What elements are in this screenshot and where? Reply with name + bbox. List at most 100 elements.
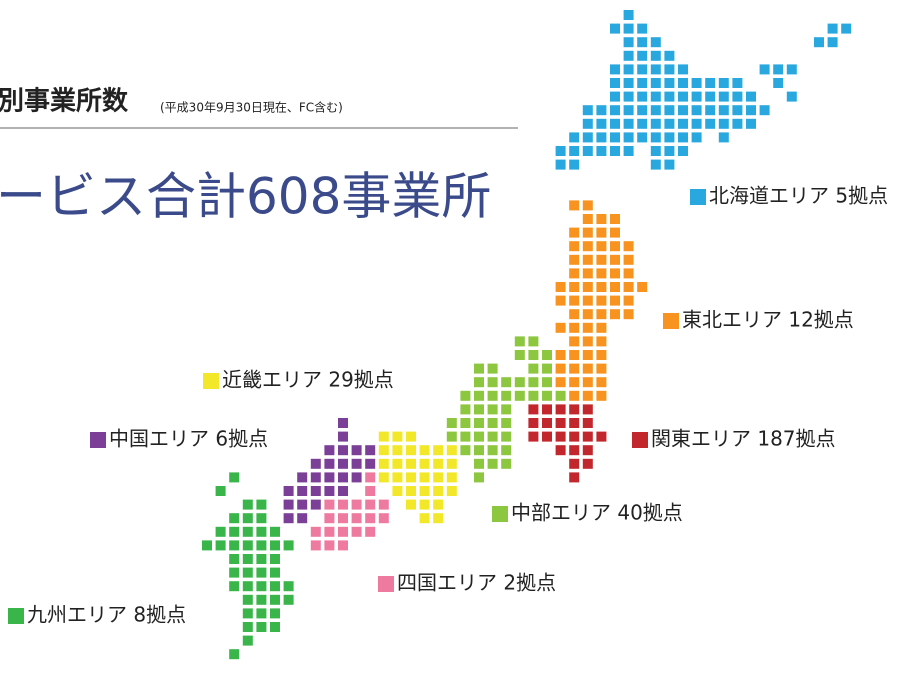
dot [596, 431, 607, 442]
dot [569, 418, 580, 428]
dot [582, 105, 593, 116]
dot [474, 390, 484, 401]
dot [569, 322, 580, 333]
dot [378, 513, 389, 524]
dot [474, 377, 484, 388]
dot [569, 350, 580, 360]
dot [582, 445, 593, 456]
dot [705, 105, 716, 116]
dot [514, 377, 525, 388]
dot [582, 377, 593, 388]
dot [827, 23, 838, 34]
dot [256, 622, 267, 632]
title: 別事業所数 [0, 87, 129, 117]
dot [270, 581, 280, 592]
dot [270, 608, 280, 619]
dot [460, 418, 471, 428]
dot [582, 118, 593, 129]
dot [596, 336, 607, 347]
dot [691, 105, 702, 116]
dot [664, 132, 675, 143]
dot [338, 540, 348, 551]
dot [555, 322, 566, 333]
dot [650, 50, 661, 61]
dot [623, 10, 634, 20]
dot [582, 322, 593, 333]
dot [596, 118, 607, 129]
dot [596, 241, 607, 252]
dot [705, 118, 716, 129]
dot [514, 336, 525, 347]
dot [501, 390, 512, 401]
dot [582, 132, 593, 143]
dot [324, 499, 335, 510]
dot [433, 486, 444, 496]
dot [841, 23, 852, 34]
dot [623, 146, 634, 156]
dot [446, 486, 457, 496]
dot [623, 23, 634, 34]
dot [487, 377, 498, 388]
dot [242, 540, 253, 551]
dot [664, 159, 675, 170]
dot [338, 431, 348, 442]
dot [406, 472, 416, 483]
dot [637, 282, 648, 292]
dot [433, 472, 444, 483]
dot [528, 431, 539, 442]
dot [610, 309, 620, 320]
dot [229, 581, 240, 592]
dot [283, 486, 294, 496]
dot [270, 526, 280, 537]
dot [242, 499, 253, 510]
dot [365, 513, 376, 524]
dot [582, 241, 593, 252]
dot [569, 254, 580, 265]
dot [569, 404, 580, 415]
region-label: 中部エリア 40拠点 [511, 501, 683, 525]
dot [256, 540, 267, 551]
swatch [8, 608, 24, 624]
dot [528, 336, 539, 347]
dot [283, 499, 294, 510]
dot [610, 64, 620, 75]
dot [256, 594, 267, 605]
dot [637, 64, 648, 75]
dot [528, 363, 539, 374]
swatch [90, 432, 106, 448]
dot [650, 159, 661, 170]
dot [623, 50, 634, 61]
dot [501, 431, 512, 442]
dot [596, 268, 607, 279]
dot [338, 486, 348, 496]
dot [242, 513, 253, 524]
dot [324, 445, 335, 456]
dot [351, 499, 362, 510]
dot [637, 118, 648, 129]
dot [650, 118, 661, 129]
dot [596, 322, 607, 333]
dot [773, 64, 784, 75]
dot [256, 499, 267, 510]
dot [229, 540, 240, 551]
dot [569, 472, 580, 483]
region-label: 九州エリア 8拠点 [27, 603, 186, 627]
dot [338, 418, 348, 428]
swatch [632, 432, 648, 448]
dot [406, 458, 416, 469]
dot [365, 486, 376, 496]
dot [406, 445, 416, 456]
dot [310, 526, 321, 537]
region-label: 北海道エリア 5拠点 [709, 184, 888, 208]
dot [582, 254, 593, 265]
dot [310, 458, 321, 469]
dot [664, 64, 675, 75]
dot [637, 105, 648, 116]
dot [487, 390, 498, 401]
dot [433, 445, 444, 456]
dot [582, 431, 593, 442]
dot [338, 526, 348, 537]
dot [691, 78, 702, 88]
dot [297, 499, 308, 510]
